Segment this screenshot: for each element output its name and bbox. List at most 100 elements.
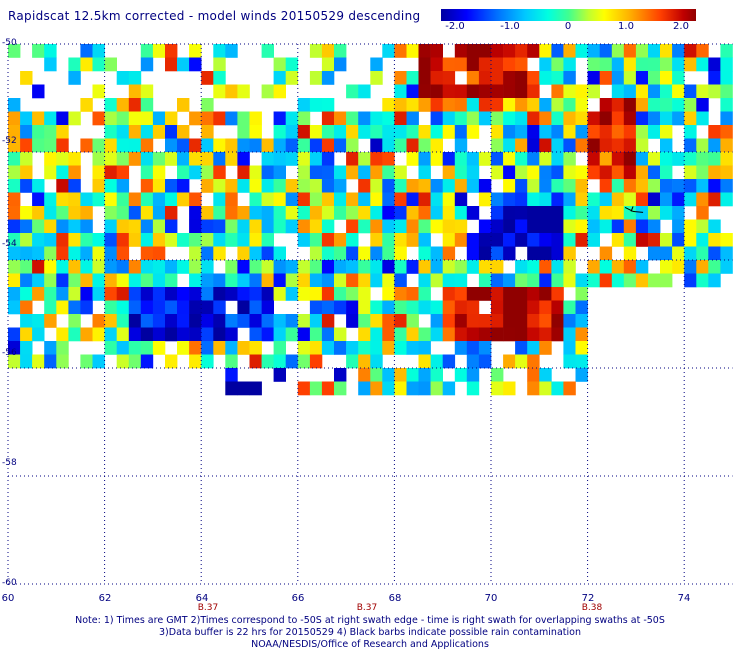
heatmap-cell xyxy=(56,260,69,274)
heatmap-cell xyxy=(177,327,190,342)
heatmap-cell xyxy=(152,327,166,342)
heatmap-cell xyxy=(249,111,262,126)
heatmap-cell xyxy=(599,71,613,85)
heatmap-cell xyxy=(696,84,709,99)
heatmap-cell xyxy=(648,98,661,112)
heatmap-cell xyxy=(370,314,383,328)
heatmap-cell xyxy=(370,341,383,355)
heatmap-cell xyxy=(140,57,154,72)
heatmap-cell xyxy=(104,111,117,126)
heatmap-cell xyxy=(285,192,299,207)
heatmap-cell xyxy=(515,341,528,355)
heatmap-cell xyxy=(575,327,588,342)
heatmap-cell xyxy=(382,246,395,261)
heatmap-cell xyxy=(684,57,697,72)
heatmap-cell xyxy=(201,273,214,288)
heatmap-cell xyxy=(611,233,625,247)
heatmap-cell xyxy=(635,179,649,193)
heatmap-cell xyxy=(672,84,685,99)
heatmap-cell xyxy=(128,287,142,301)
heatmap-cell xyxy=(563,192,576,207)
heatmap-cell xyxy=(515,98,528,112)
heatmap-cell xyxy=(418,354,431,369)
heatmap-cell xyxy=(140,84,154,99)
heatmap-cell xyxy=(346,219,359,234)
heatmap-cell xyxy=(672,192,685,207)
heatmap-cell xyxy=(466,84,480,99)
heatmap-cell xyxy=(92,246,105,261)
heatmap-cell xyxy=(382,219,395,234)
heatmap-cell xyxy=(152,125,166,139)
heatmap-cell xyxy=(563,273,576,288)
heatmap-cell xyxy=(515,57,528,72)
heatmap-cell xyxy=(418,233,431,247)
heatmap-cell xyxy=(370,192,383,207)
heatmap-cell xyxy=(430,152,443,166)
heatmap-cell xyxy=(660,84,673,99)
heatmap-cell xyxy=(297,381,311,396)
heatmap-cell xyxy=(285,273,299,288)
heatmap-cell xyxy=(720,71,733,85)
heatmap-cell xyxy=(539,152,552,166)
heatmap-cell xyxy=(430,260,443,274)
heatmap-cell xyxy=(297,354,311,369)
heatmap-cell xyxy=(442,98,456,112)
heatmap-cell xyxy=(539,165,552,180)
colorbar-label: 1.0 xyxy=(618,21,634,32)
heatmap-cell xyxy=(672,71,685,85)
heatmap-cell xyxy=(442,354,456,369)
heatmap-cell xyxy=(587,152,600,166)
heatmap-cell xyxy=(684,233,697,247)
heatmap-cell xyxy=(321,233,335,247)
heatmap-cell xyxy=(672,44,685,58)
heatmap-cell xyxy=(104,165,117,180)
heatmap-cell xyxy=(116,71,130,85)
heatmap-cell xyxy=(321,381,335,396)
heatmap-cell xyxy=(527,246,540,261)
heatmap-cell xyxy=(696,152,709,166)
heatmap-cell xyxy=(430,327,443,342)
heatmap-cell xyxy=(128,125,142,139)
heatmap-cell xyxy=(418,341,431,355)
heatmap-cell xyxy=(92,354,105,369)
heatmap-cell xyxy=(177,179,190,193)
chart-title: Rapidscat 12.5km corrected - model winds… xyxy=(8,9,421,23)
heatmap-cell xyxy=(261,165,274,180)
heatmap-cell xyxy=(539,273,552,288)
heatmap-cell xyxy=(503,327,516,342)
heatmap-cell xyxy=(454,152,468,166)
heatmap-cell xyxy=(358,206,371,220)
heatmap-cell xyxy=(515,206,528,220)
heatmap-cell xyxy=(334,125,347,139)
heatmap-cell xyxy=(261,44,274,58)
heatmap-cell xyxy=(684,98,697,112)
heatmap-cell xyxy=(515,71,528,85)
heatmap-cell xyxy=(140,152,154,166)
heatmap-cell xyxy=(587,165,600,180)
heatmap-cell xyxy=(454,300,468,315)
heatmap-cell xyxy=(201,246,214,261)
heatmap-cell xyxy=(611,219,625,234)
heatmap-cell xyxy=(708,260,721,274)
heatmap-cell xyxy=(539,125,552,139)
heatmap-cell xyxy=(128,71,142,85)
heatmap-cell xyxy=(116,138,130,153)
heatmap-cell xyxy=(297,125,311,139)
heatmap-cell xyxy=(539,327,552,342)
heatmap-cell xyxy=(708,57,721,72)
heatmap-cell xyxy=(660,125,673,139)
heatmap-cell xyxy=(611,206,625,220)
heatmap-cell xyxy=(285,260,299,274)
heatmap-cell xyxy=(672,260,685,274)
heatmap-cell xyxy=(177,57,190,72)
heatmap-cell xyxy=(635,84,649,99)
heatmap-cell xyxy=(165,354,178,369)
heatmap-cell xyxy=(466,368,480,382)
heatmap-cell xyxy=(503,165,516,180)
heatmap-cell xyxy=(672,57,685,72)
heatmap-cell xyxy=(503,381,516,396)
heatmap-cell xyxy=(430,219,443,234)
heatmap-cell xyxy=(575,233,588,247)
heatmap-cell xyxy=(708,192,721,207)
heatmap-cell xyxy=(515,314,528,328)
